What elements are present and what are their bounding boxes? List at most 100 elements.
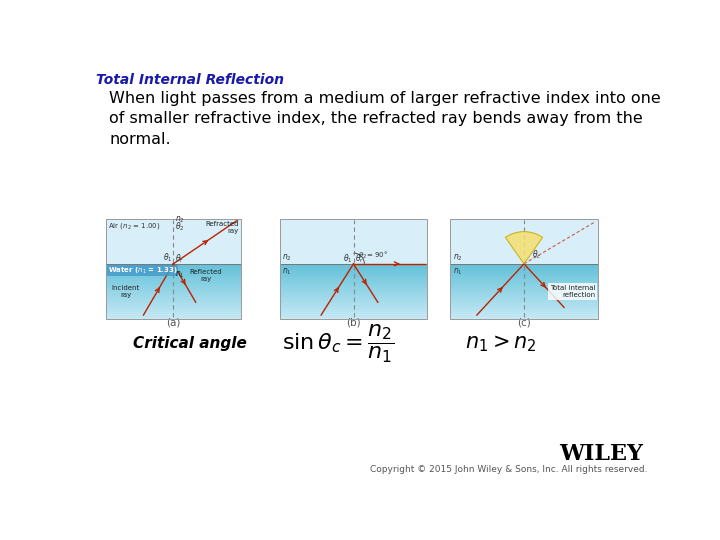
Text: $n_2$: $n_2$	[282, 253, 292, 264]
Text: $n_1$: $n_1$	[453, 267, 462, 278]
Bar	[280, 268, 427, 271]
Text: Refracted
ray: Refracted ray	[205, 221, 239, 234]
Bar	[280, 264, 427, 266]
Bar	[106, 281, 241, 284]
Bar	[106, 291, 241, 293]
Text: Incident
ray: Incident ray	[112, 285, 140, 298]
Bar	[451, 277, 598, 279]
Text: $\theta_c$: $\theta_c$	[532, 249, 541, 261]
Bar	[280, 316, 427, 319]
Bar	[451, 293, 598, 295]
Text: $n_1 > n_2$: $n_1 > n_2$	[465, 333, 536, 354]
Text: (b): (b)	[346, 317, 361, 327]
Bar	[451, 297, 598, 299]
Bar	[451, 308, 598, 310]
Text: $\theta_1$: $\theta_1$	[163, 252, 173, 264]
Text: Total internal
reflection: Total internal reflection	[550, 285, 595, 299]
Bar	[280, 303, 427, 306]
Bar	[106, 312, 241, 314]
Text: $n_2$: $n_2$	[175, 215, 184, 225]
Bar	[451, 268, 598, 271]
Bar	[106, 268, 241, 271]
Bar	[280, 219, 427, 264]
Bar	[280, 288, 427, 291]
Bar	[280, 306, 427, 308]
Text: Water ($n_1$ = 1.33): Water ($n_1$ = 1.33)	[108, 265, 178, 275]
Bar	[280, 299, 427, 301]
Bar	[451, 266, 598, 268]
Bar	[106, 219, 241, 319]
Bar	[280, 281, 427, 284]
Bar	[280, 286, 427, 288]
Bar	[106, 303, 241, 306]
Wedge shape	[505, 232, 543, 264]
Text: $\theta_1$: $\theta_1$	[343, 253, 352, 265]
Bar	[451, 281, 598, 284]
Bar	[451, 288, 598, 291]
Bar	[106, 271, 241, 273]
Text: When light passes from a medium of larger refractive index into one
of smaller r: When light passes from a medium of large…	[109, 91, 661, 147]
Bar	[451, 219, 598, 264]
Text: WILEY: WILEY	[559, 443, 644, 464]
Bar	[280, 271, 427, 273]
Text: $n_1$: $n_1$	[175, 269, 184, 280]
Text: $\theta_r$: $\theta_r$	[175, 253, 184, 265]
Bar	[280, 295, 427, 297]
Bar	[106, 301, 241, 303]
Bar	[280, 312, 427, 314]
Bar	[280, 297, 427, 299]
Bar	[451, 271, 598, 273]
Bar	[106, 266, 241, 268]
Bar	[280, 279, 427, 281]
Bar	[280, 301, 427, 303]
Bar	[451, 312, 598, 314]
Bar	[106, 316, 241, 319]
Bar	[451, 303, 598, 306]
Bar	[106, 297, 241, 299]
Bar	[451, 295, 598, 297]
Bar	[451, 273, 598, 275]
Bar	[106, 284, 241, 286]
Bar	[106, 273, 241, 275]
Bar	[106, 279, 241, 281]
Bar	[106, 293, 241, 295]
Bar	[451, 291, 598, 293]
Bar	[106, 219, 241, 264]
Text: Critical angle: Critical angle	[132, 336, 246, 351]
Bar	[106, 288, 241, 291]
Bar	[280, 275, 427, 277]
Bar	[106, 306, 241, 308]
Bar	[451, 316, 598, 319]
Bar	[451, 264, 598, 266]
Text: Copyright © 2015 John Wiley & Sons, Inc. All rights reserved.: Copyright © 2015 John Wiley & Sons, Inc.…	[370, 464, 647, 474]
Text: $\theta_r$: $\theta_r$	[355, 253, 364, 265]
Bar	[451, 301, 598, 303]
Bar	[451, 219, 598, 319]
Text: (a): (a)	[166, 317, 181, 327]
Bar	[451, 286, 598, 288]
Bar	[280, 314, 427, 316]
Bar	[106, 310, 241, 312]
Bar	[280, 293, 427, 295]
Bar	[106, 275, 241, 277]
Text: $n_1$: $n_1$	[282, 267, 292, 278]
Text: $\theta_2 = 90°$: $\theta_2 = 90°$	[358, 249, 388, 261]
Bar	[280, 308, 427, 310]
Bar	[451, 279, 598, 281]
Text: $n_2$: $n_2$	[453, 253, 462, 264]
Bar	[451, 275, 598, 277]
Text: Reflected
ray: Reflected ray	[189, 269, 222, 282]
Text: Air ($n_2$ = 1.00): Air ($n_2$ = 1.00)	[108, 221, 161, 231]
Bar	[280, 266, 427, 268]
Bar	[451, 306, 598, 308]
Bar	[106, 308, 241, 310]
Text: Total Internal Reflection: Total Internal Reflection	[96, 72, 284, 86]
Bar	[106, 295, 241, 297]
Text: $\theta_2$: $\theta_2$	[175, 220, 184, 233]
Bar	[451, 314, 598, 316]
Bar	[106, 314, 241, 316]
Bar	[451, 310, 598, 312]
Bar	[106, 299, 241, 301]
Bar	[451, 299, 598, 301]
Bar	[280, 277, 427, 279]
